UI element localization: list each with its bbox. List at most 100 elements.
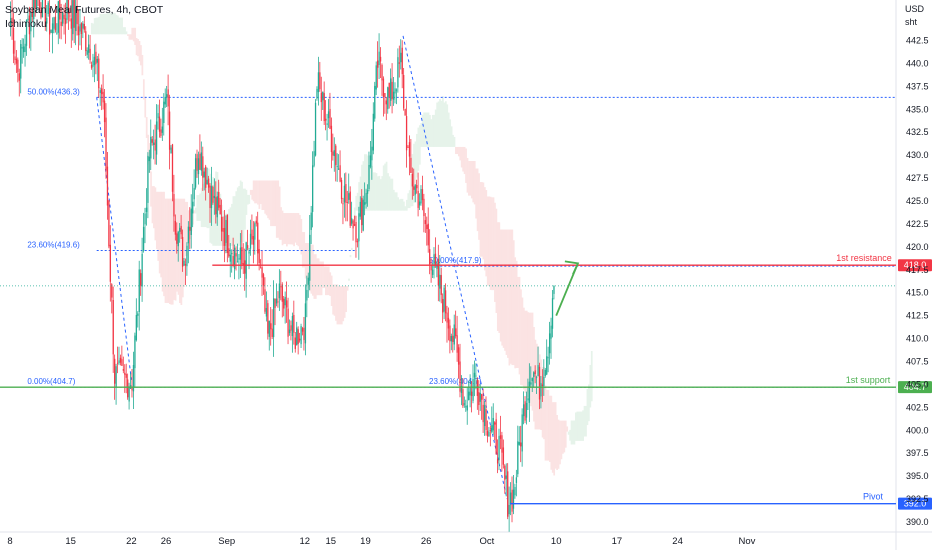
candle-body[interactable] bbox=[95, 51, 97, 65]
candle-body[interactable] bbox=[374, 85, 376, 119]
candle-body[interactable] bbox=[262, 274, 265, 286]
candle-body[interactable] bbox=[501, 435, 503, 453]
candle-body[interactable] bbox=[509, 492, 512, 505]
candle-body[interactable] bbox=[122, 369, 125, 371]
candle-body[interactable] bbox=[147, 155, 149, 203]
candle-body[interactable] bbox=[184, 263, 187, 266]
candle-body[interactable] bbox=[205, 166, 207, 188]
candle-body[interactable] bbox=[190, 208, 192, 235]
candle-body[interactable] bbox=[238, 258, 240, 260]
candle-body[interactable] bbox=[226, 214, 229, 253]
candle-body[interactable] bbox=[274, 298, 276, 308]
candle-body[interactable] bbox=[338, 168, 340, 170]
candle-body[interactable] bbox=[268, 320, 270, 337]
candle-body[interactable] bbox=[49, 8, 51, 35]
candle-body[interactable] bbox=[281, 284, 283, 302]
candle-body[interactable] bbox=[462, 389, 464, 407]
candle-body[interactable] bbox=[155, 121, 158, 155]
candle-body[interactable] bbox=[442, 299, 444, 313]
candle-body[interactable] bbox=[90, 64, 93, 68]
candle-body[interactable] bbox=[512, 489, 515, 509]
candle-body[interactable] bbox=[101, 88, 103, 95]
candle-body[interactable] bbox=[21, 47, 23, 49]
candle-body[interactable] bbox=[189, 226, 191, 231]
candle-body[interactable] bbox=[82, 23, 84, 29]
candle-body[interactable] bbox=[168, 111, 171, 150]
candle-body[interactable] bbox=[148, 156, 151, 162]
candle-body[interactable] bbox=[504, 465, 506, 480]
candle-body[interactable] bbox=[67, 0, 70, 14]
candle-body[interactable] bbox=[196, 154, 198, 171]
candle-body[interactable] bbox=[472, 378, 474, 401]
candle-body[interactable] bbox=[36, 0, 38, 10]
candle-body[interactable] bbox=[265, 307, 268, 317]
candle-body[interactable] bbox=[261, 267, 263, 278]
candle-body[interactable] bbox=[450, 335, 453, 342]
candle-body[interactable] bbox=[346, 202, 348, 203]
candle-body[interactable] bbox=[53, 17, 55, 29]
candle-body[interactable] bbox=[69, 15, 71, 17]
candle-body[interactable] bbox=[538, 366, 541, 400]
candle-body[interactable] bbox=[372, 113, 374, 151]
candle-body[interactable] bbox=[203, 171, 205, 178]
candle-body[interactable] bbox=[329, 108, 331, 129]
candle-body[interactable] bbox=[400, 52, 402, 63]
candle-body[interactable] bbox=[210, 186, 213, 209]
candle-body[interactable] bbox=[507, 471, 509, 517]
candle-body[interactable] bbox=[106, 166, 109, 206]
candle-body[interactable] bbox=[371, 146, 373, 161]
candle-body[interactable] bbox=[378, 51, 380, 66]
candle-body[interactable] bbox=[294, 337, 296, 349]
candle-body[interactable] bbox=[11, 17, 13, 27]
candle-body[interactable] bbox=[267, 303, 269, 334]
candlesticks[interactable] bbox=[10, 0, 555, 532]
candle-body[interactable] bbox=[150, 136, 152, 159]
candle-body[interactable] bbox=[391, 81, 393, 100]
candle-body[interactable] bbox=[270, 323, 272, 330]
candle-body[interactable] bbox=[537, 365, 539, 376]
candle-body[interactable] bbox=[401, 47, 403, 75]
candle-body[interactable] bbox=[320, 92, 322, 103]
candle-body[interactable] bbox=[540, 382, 542, 397]
candle-body[interactable] bbox=[418, 201, 421, 206]
candle-body[interactable] bbox=[387, 87, 389, 110]
candle-body[interactable] bbox=[481, 394, 483, 400]
indicator-label[interactable]: Ichimoku bbox=[5, 18, 48, 30]
candle-body[interactable] bbox=[167, 89, 169, 107]
candle-body[interactable] bbox=[242, 263, 244, 266]
candle-body[interactable] bbox=[332, 151, 334, 156]
candle-body[interactable] bbox=[339, 165, 341, 182]
candle-body[interactable] bbox=[171, 144, 174, 192]
candle-body[interactable] bbox=[228, 248, 230, 257]
price-axis[interactable]: 390.0 392.5 395.0 397.5 400.0 402.5 405.0 407.5… bbox=[906, 36, 929, 528]
candle-body[interactable] bbox=[38, 0, 41, 10]
candle-body[interactable] bbox=[283, 298, 285, 309]
candle-body[interactable] bbox=[417, 190, 419, 208]
candle-body[interactable] bbox=[444, 290, 447, 314]
candle-body[interactable] bbox=[528, 381, 531, 403]
candle-body[interactable] bbox=[144, 213, 146, 225]
candle-body[interactable] bbox=[361, 197, 363, 226]
candle-body[interactable] bbox=[288, 329, 291, 334]
candle-body[interactable] bbox=[137, 313, 139, 316]
candle-body[interactable] bbox=[151, 139, 153, 143]
candle-body[interactable] bbox=[314, 102, 317, 156]
candle-body[interactable] bbox=[121, 359, 123, 366]
candle-body[interactable] bbox=[77, 26, 80, 36]
candle-body[interactable] bbox=[515, 477, 518, 483]
candle-body[interactable] bbox=[70, 18, 72, 29]
candle-body[interactable] bbox=[498, 436, 500, 461]
candle-body[interactable] bbox=[236, 261, 239, 263]
candle-body[interactable] bbox=[407, 146, 409, 148]
candle-body[interactable] bbox=[403, 74, 405, 109]
candle-body[interactable] bbox=[197, 158, 200, 175]
candle-body[interactable] bbox=[348, 193, 350, 200]
candle-body[interactable] bbox=[176, 233, 178, 244]
candle-body[interactable] bbox=[309, 234, 311, 281]
candle-body[interactable] bbox=[340, 180, 343, 200]
candle-body[interactable] bbox=[207, 178, 210, 188]
candle-body[interactable] bbox=[239, 247, 242, 260]
candle-body[interactable] bbox=[232, 256, 234, 266]
candle-body[interactable] bbox=[225, 220, 227, 243]
candle-body[interactable] bbox=[335, 145, 337, 166]
